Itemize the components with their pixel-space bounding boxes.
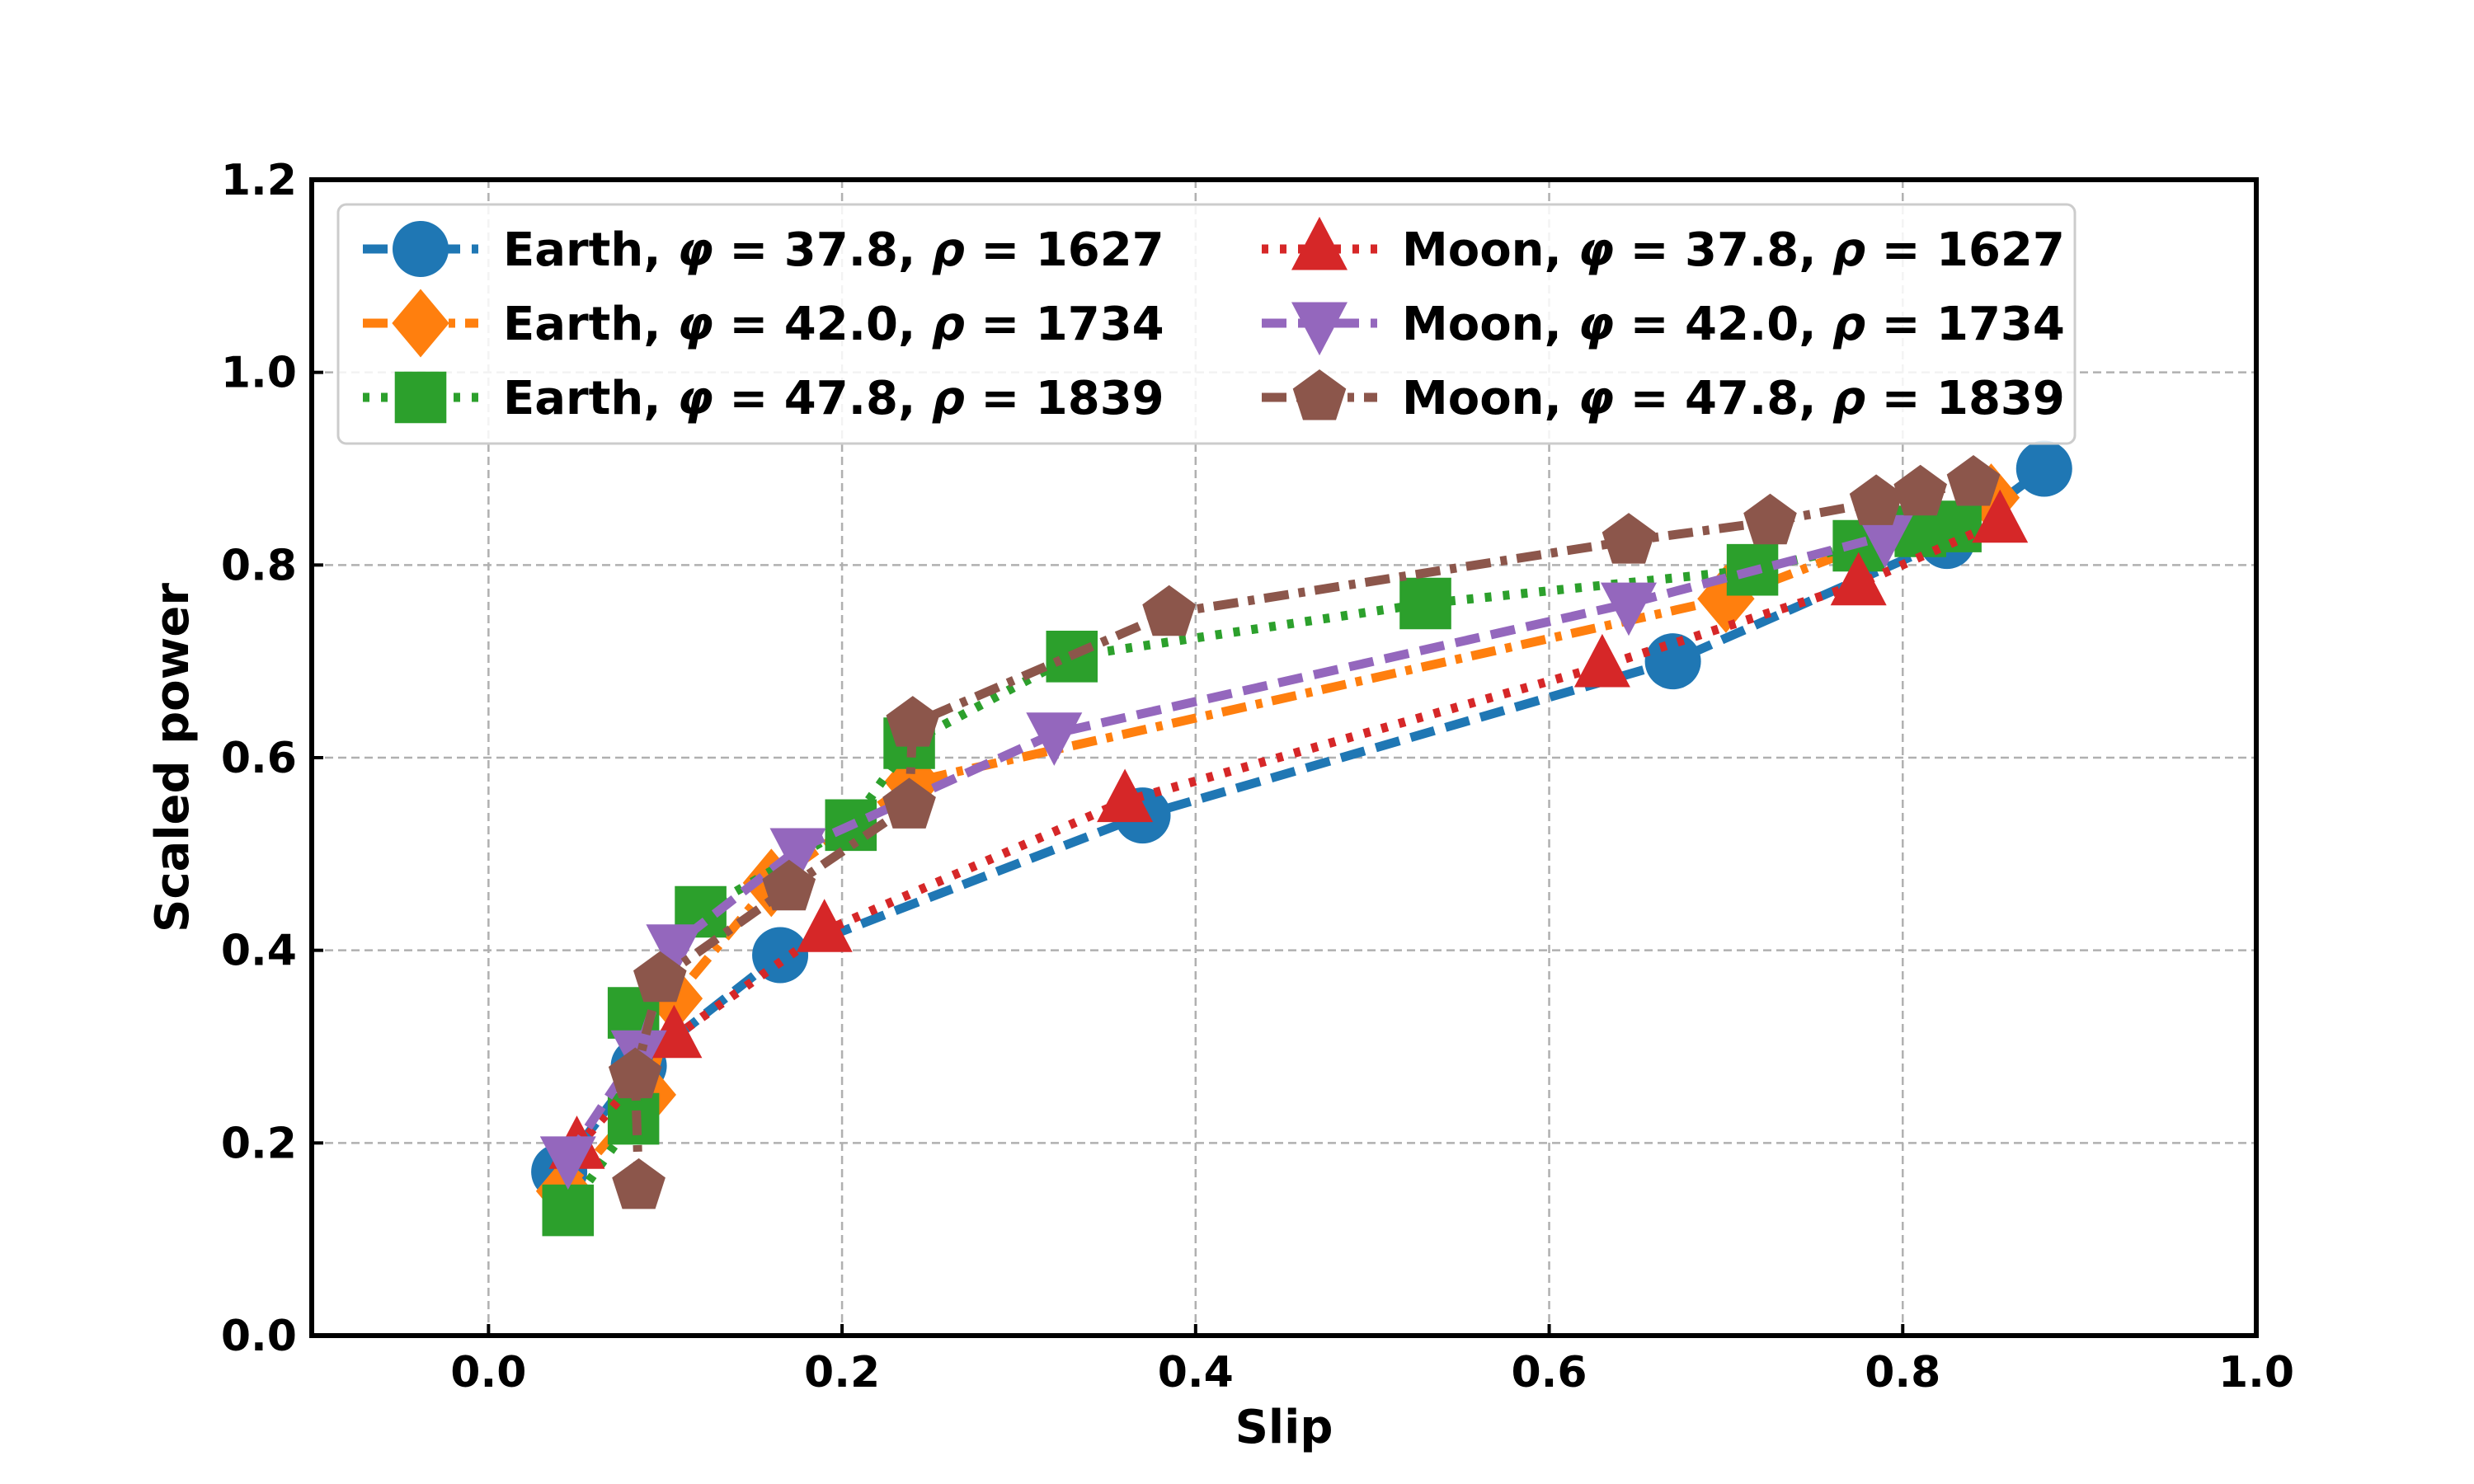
series-layer bbox=[531, 440, 2072, 1237]
y-tick-label: 0.4 bbox=[221, 927, 297, 976]
x-tick-label: 0.4 bbox=[1158, 1348, 1234, 1397]
data-point bbox=[752, 927, 809, 984]
legend: Earth, φ = 37.8, ρ = 1627 Earth, φ = 42.0… bbox=[336, 203, 2077, 445]
legend-entry: Moon, φ = 42.0, ρ = 1734 bbox=[1262, 298, 2065, 356]
x-tick-label: 0.0 bbox=[450, 1348, 526, 1397]
data-point bbox=[769, 828, 826, 882]
data-point bbox=[2015, 440, 2072, 497]
legend-box bbox=[336, 203, 2077, 445]
legend-label: Earth, φ = 37.8, ρ = 1627 bbox=[503, 223, 1164, 277]
y-tick-label: 1.0 bbox=[221, 349, 297, 398]
data-point bbox=[1026, 712, 1083, 766]
legend-marker bbox=[1291, 216, 1348, 270]
legend-marker bbox=[394, 371, 447, 424]
legend-label: Moon, φ = 47.8, ρ = 1839 bbox=[1402, 372, 2065, 425]
data-point bbox=[1142, 585, 1196, 636]
legend-entry: Earth, φ = 47.8, ρ = 1839 bbox=[363, 371, 1164, 425]
legend-label: Moon, φ = 42.0, ρ = 1734 bbox=[1402, 298, 2065, 351]
data-point bbox=[886, 696, 940, 747]
x-tick-label: 1.0 bbox=[2218, 1348, 2294, 1397]
data-point bbox=[1972, 489, 2029, 543]
data-point bbox=[1602, 513, 1656, 564]
tick-layer: 0.0 0.2 0.4 0.6 0.8 1.0 0.0 0.2 0.4 0.6 0.8 1.0 1.2 bbox=[221, 156, 2294, 1397]
data-point bbox=[1856, 514, 1913, 569]
y-tick-label: 0.0 bbox=[221, 1312, 297, 1361]
data-point bbox=[1399, 577, 1451, 630]
x-axis-label: Slip bbox=[1235, 1401, 1333, 1454]
data-point bbox=[1893, 464, 1947, 516]
x-tick-label: 0.8 bbox=[1865, 1348, 1940, 1397]
data-point bbox=[646, 1004, 703, 1059]
legend-label: Earth, φ = 42.0, ρ = 1734 bbox=[503, 298, 1164, 351]
data-point bbox=[542, 1184, 595, 1237]
data-point bbox=[796, 899, 853, 952]
data-point bbox=[1830, 552, 1887, 606]
data-point bbox=[1849, 474, 1903, 525]
data-point bbox=[762, 859, 816, 911]
legend-entry: Earth, φ = 37.8, ρ = 1627 bbox=[363, 221, 1164, 277]
y-axis-label: Scaled power bbox=[146, 583, 200, 932]
legend-entry: Moon, φ = 47.8, ρ = 1839 bbox=[1262, 369, 2065, 425]
data-point bbox=[539, 1136, 596, 1190]
y-tick-label: 0.2 bbox=[221, 1119, 297, 1168]
legend-marker bbox=[392, 289, 449, 358]
x-tick-label: 0.2 bbox=[804, 1348, 880, 1397]
series-6 bbox=[608, 455, 2001, 1209]
legend-entry: Moon, φ = 37.8, ρ = 1627 bbox=[1262, 216, 2065, 277]
data-point bbox=[1743, 493, 1797, 545]
y-tick-label: 0.8 bbox=[221, 541, 297, 590]
legend-marker bbox=[1291, 302, 1348, 356]
data-point bbox=[1946, 455, 2001, 506]
data-point bbox=[1601, 582, 1657, 636]
legend-marker bbox=[1292, 369, 1347, 420]
data-point bbox=[882, 777, 936, 829]
y-tick-label: 0.6 bbox=[221, 734, 297, 783]
data-point bbox=[633, 951, 687, 1003]
x-tick-label: 0.6 bbox=[1511, 1348, 1587, 1397]
data-point bbox=[608, 1047, 662, 1099]
data-point bbox=[1573, 633, 1630, 688]
legend-label: Earth, φ = 47.8, ρ = 1839 bbox=[503, 372, 1164, 425]
data-point bbox=[646, 924, 703, 978]
legend-marker bbox=[393, 221, 449, 277]
data-point bbox=[1644, 633, 1701, 690]
data-point bbox=[612, 1158, 666, 1209]
legend-label: Moon, φ = 37.8, ρ = 1627 bbox=[1402, 223, 2065, 277]
y-tick-label: 1.2 bbox=[221, 156, 297, 205]
data-point bbox=[1097, 768, 1154, 823]
legend-entry: Earth, φ = 42.0, ρ = 1734 bbox=[363, 289, 1164, 358]
